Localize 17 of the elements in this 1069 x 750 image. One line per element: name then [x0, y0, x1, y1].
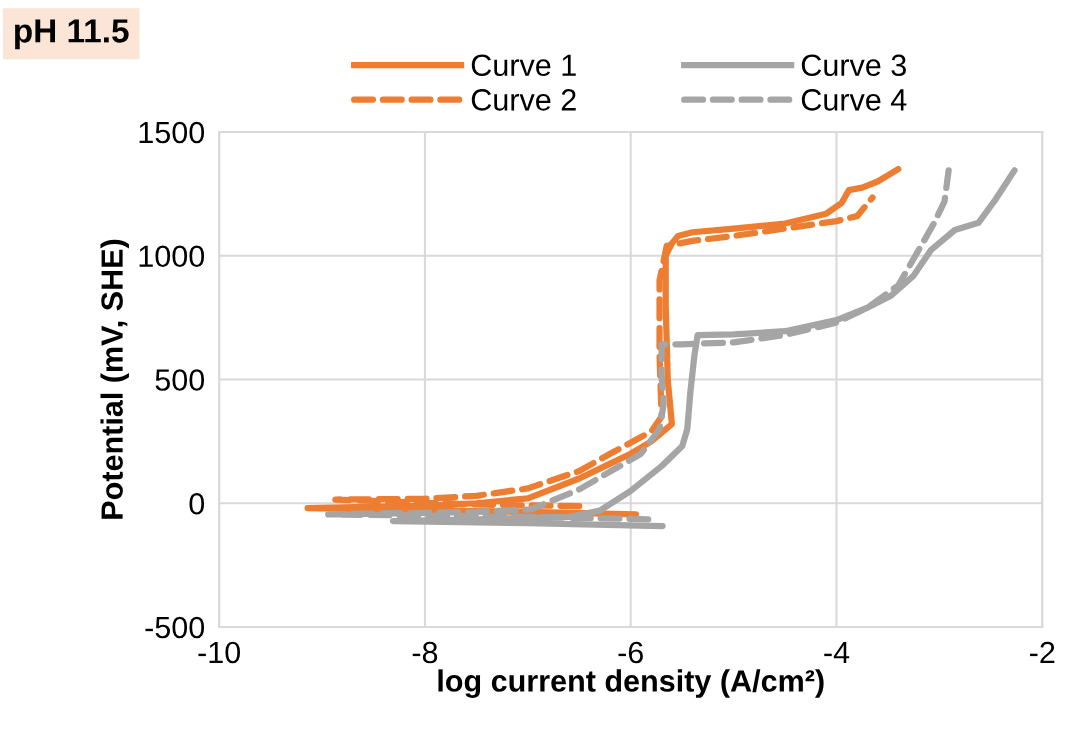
y-tick-label: 1500: [139, 121, 205, 144]
x-tick-label: -6: [618, 641, 643, 664]
x-tick-label: -2: [1030, 641, 1055, 664]
y-tick-label: 500: [155, 369, 205, 391]
x-tick-label: -8: [412, 641, 438, 664]
x-axis-title: log current density (A/cm²): [438, 669, 824, 698]
y-tick-label: -500: [145, 616, 205, 639]
chart-title: pH 11.5: [15, 19, 129, 50]
x-tick-label: -4: [824, 642, 850, 664]
legend-label: Curve 3: [801, 54, 906, 77]
legend-label: Curve 2: [471, 89, 576, 111]
legend-label: Curve 4: [801, 89, 907, 111]
legend-label: Curve 1: [471, 54, 576, 77]
y-tick-label: 0: [189, 492, 205, 515]
y-tick-label: 1000: [139, 245, 205, 268]
x-tick-label: -10: [198, 641, 241, 664]
y-axis-title: Potential (mV, SHE): [100, 239, 129, 519]
